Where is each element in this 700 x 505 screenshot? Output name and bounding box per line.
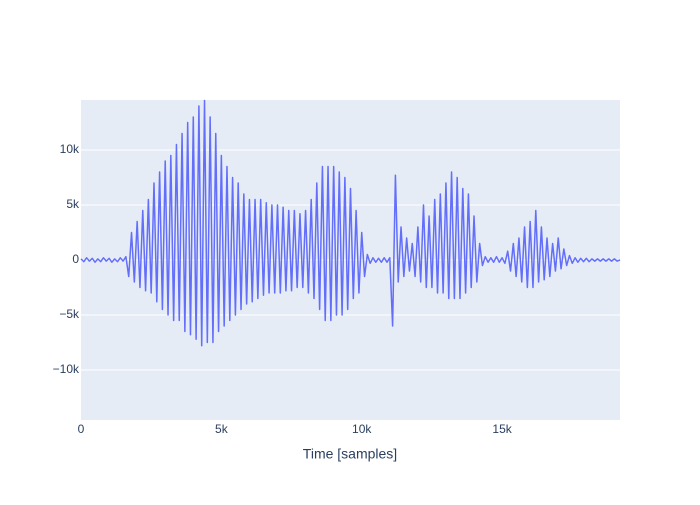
y-tick-label: 0: [72, 252, 79, 266]
x-axis-title: Time [samples]: [303, 446, 397, 462]
y-tick-label: −10k: [53, 362, 80, 376]
waveform-line: [80, 99, 621, 347]
y-tick-label: 5k: [66, 197, 80, 211]
x-tick-label: 15k: [492, 422, 512, 436]
x-tick-label: 0: [78, 422, 85, 436]
y-tick-label: −5k: [59, 307, 80, 321]
y-tick-label: 10k: [60, 142, 80, 156]
x-tick-label: 5k: [215, 422, 229, 436]
x-tick-label: 10k: [352, 422, 372, 436]
